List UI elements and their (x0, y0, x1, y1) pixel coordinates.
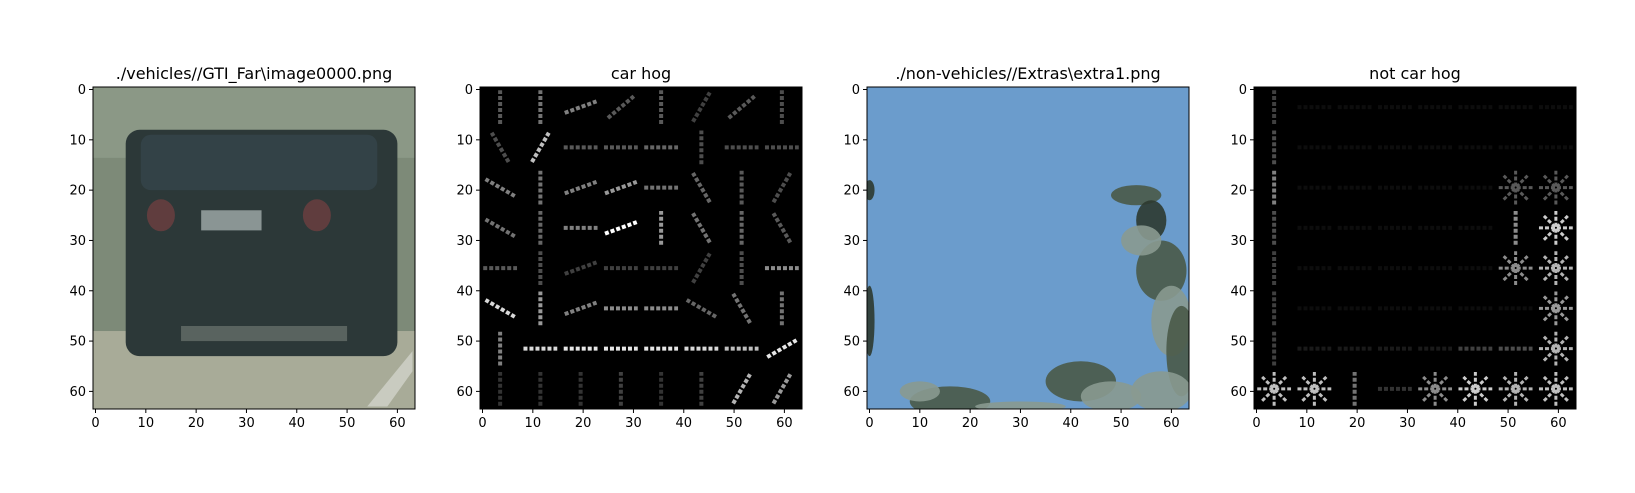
y-tick-label: 30 (456, 234, 473, 249)
foliage-blob (1131, 371, 1189, 409)
panel-image (1254, 87, 1576, 409)
panel-image (93, 87, 415, 409)
panel-title: not car hog (1369, 64, 1461, 83)
x-tick-label: 40 (675, 416, 692, 431)
x-tick-label: 50 (339, 416, 356, 431)
x-tick-label: 50 (726, 416, 743, 431)
y-tick-label: 20 (456, 184, 473, 199)
x-tick-label: 60 (1550, 416, 1567, 431)
x-tick-label: 40 (288, 416, 305, 431)
x-tick-label: 30 (1012, 416, 1029, 431)
foliage-blob (899, 381, 940, 402)
car-taillight-left (146, 199, 175, 232)
y-tick-label: 0 (465, 83, 473, 98)
foliage-blob (1136, 240, 1187, 301)
road-marking (367, 351, 413, 407)
y-tick-label: 60 (1230, 385, 1247, 400)
car-rear-window (140, 134, 378, 191)
subplot-4: 0 10 20 30 40 50 60 0 10 20 30 40 50 60 not car hog (1230, 64, 1577, 431)
panel-image (867, 87, 1189, 409)
y-tick-label: 40 (843, 284, 860, 299)
axes-frame (1253, 86, 1577, 410)
x-tick-label: 40 (1062, 416, 1079, 431)
x-tick-label: 0 (91, 416, 99, 431)
x-tick-label: 20 (188, 416, 205, 431)
x-tick-label: 0 (865, 416, 873, 431)
subplot-3: 0 10 20 30 40 50 60 0 10 20 30 40 50 60 ./non-vehicles… (843, 64, 1190, 431)
y-tick-label: 10 (69, 133, 86, 148)
x-tick-label: 30 (625, 416, 642, 431)
y-tick-label: 10 (456, 133, 473, 148)
x-tick-label: 20 (575, 416, 592, 431)
y-tick-label: 10 (1230, 133, 1247, 148)
hog-background (480, 87, 802, 409)
x-tick-label: 10 (525, 416, 542, 431)
x-tick-label: 30 (1399, 416, 1416, 431)
y-tick-label: 0 (78, 83, 86, 98)
axes-frame (92, 86, 416, 410)
y-tick-label: 20 (843, 184, 860, 199)
x-tick-label: 20 (1349, 416, 1366, 431)
y-tick-label: 50 (1230, 335, 1247, 350)
y-tick-label: 20 (1230, 184, 1247, 199)
y-tick-label: 40 (456, 284, 473, 299)
x-tick-label: 10 (1299, 416, 1316, 431)
y-tick-label: 30 (1230, 234, 1247, 249)
foliage-blob (867, 180, 875, 201)
panel-title: ./non-vehicles//Extras\extra1.png (895, 64, 1160, 83)
foliage-blob (1121, 225, 1162, 256)
car-taillight-right (302, 199, 331, 232)
x-tick-label: 20 (962, 416, 979, 431)
x-tick-label: 50 (1500, 416, 1517, 431)
x-tick-label: 60 (1163, 416, 1180, 431)
x-tick-label: 10 (138, 416, 155, 431)
x-tick-label: 30 (238, 416, 255, 431)
y-tick-label: 50 (843, 335, 860, 350)
subplot-2: 0 10 20 30 40 50 60 0 10 20 30 40 50 60 car hog (456, 64, 803, 431)
y-tick-label: 60 (843, 385, 860, 400)
foliage-blob (867, 285, 875, 357)
x-tick-label: 10 (912, 416, 929, 431)
y-tick-label: 40 (69, 284, 86, 299)
x-tick-label: 60 (389, 416, 406, 431)
subplot-1: 0 10 20 30 40 50 60 0 10 20 30 40 50 60 ./vehicles//GT… (69, 64, 416, 431)
hog-background (1254, 87, 1576, 409)
x-tick-label: 50 (1113, 416, 1130, 431)
y-tick-label: 30 (843, 234, 860, 249)
panel-title: ./vehicles//GTI_Far\image0000.png (116, 64, 393, 84)
x-tick-label: 0 (478, 416, 486, 431)
panel-image (480, 87, 802, 409)
y-tick-label: 50 (69, 335, 86, 350)
foliage-blob (1080, 381, 1142, 409)
foliage-blob (1111, 185, 1162, 206)
panel-title: car hog (611, 64, 671, 83)
y-tick-label: 0 (852, 83, 860, 98)
y-tick-label: 50 (456, 335, 473, 350)
axes-frame (866, 86, 1190, 410)
y-tick-label: 60 (69, 385, 86, 400)
y-tick-label: 0 (1239, 83, 1247, 98)
axes-frame (479, 86, 803, 410)
y-tick-label: 30 (69, 234, 86, 249)
y-tick-label: 20 (69, 184, 86, 199)
car-bumper (181, 325, 348, 342)
x-tick-label: 60 (776, 416, 793, 431)
car-license-plate (201, 210, 262, 231)
y-tick-label: 40 (1230, 284, 1247, 299)
y-tick-label: 60 (456, 385, 473, 400)
y-tick-label: 10 (843, 133, 860, 148)
foliage-blob (975, 401, 1066, 409)
x-tick-label: 0 (1252, 416, 1260, 431)
x-tick-label: 40 (1449, 416, 1466, 431)
